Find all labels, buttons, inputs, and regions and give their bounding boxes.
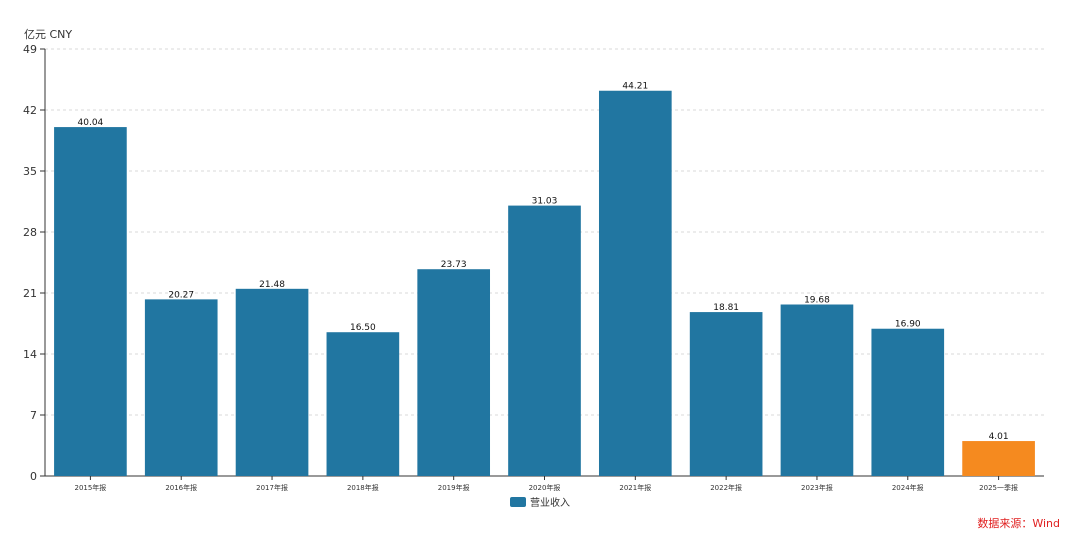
y-axis-unit: 亿元 CNY bbox=[24, 28, 72, 41]
data-label: 16.50 bbox=[350, 323, 376, 333]
data-label: 19.68 bbox=[804, 296, 830, 306]
x-category-label: 2021年报 bbox=[619, 483, 651, 492]
x-category-label: 2019年报 bbox=[438, 483, 470, 492]
x-category-label: 2025一季报 bbox=[979, 483, 1018, 492]
y-tick-label: 7 bbox=[30, 409, 37, 422]
y-tick-label: 49 bbox=[23, 43, 37, 56]
data-label: 40.04 bbox=[78, 118, 104, 128]
x-category-label: 2022年报 bbox=[710, 483, 742, 492]
data-label: 44.21 bbox=[622, 82, 648, 92]
bar[interactable] bbox=[780, 304, 854, 476]
data-label: 20.27 bbox=[168, 290, 194, 300]
data-label: 16.90 bbox=[895, 320, 921, 330]
y-tick-label: 21 bbox=[23, 287, 37, 300]
y-tick-label: 35 bbox=[23, 165, 37, 178]
legend-swatch bbox=[510, 497, 526, 507]
bar[interactable] bbox=[871, 328, 945, 476]
bar[interactable] bbox=[689, 312, 763, 476]
y-tick-label: 0 bbox=[30, 470, 37, 483]
bar[interactable] bbox=[144, 299, 218, 476]
data-label: 18.81 bbox=[713, 303, 739, 313]
x-category-label: 2018年报 bbox=[347, 483, 379, 492]
x-category-label: 2024年报 bbox=[892, 483, 924, 492]
x-axis-categories: 2015年报 2016年报 2017年报 2018年报 2019年报 2020年报 2021… bbox=[74, 476, 1018, 492]
y-tick-label: 28 bbox=[23, 226, 37, 239]
bar[interactable] bbox=[54, 127, 127, 476]
x-category-label: 2016年报 bbox=[165, 483, 197, 492]
y-tick-label: 14 bbox=[23, 348, 37, 361]
bar[interactable] bbox=[962, 441, 1035, 476]
y-tick-label: 42 bbox=[23, 104, 37, 117]
x-category-label: 2015年报 bbox=[74, 483, 106, 492]
bar[interactable] bbox=[235, 288, 309, 476]
bar[interactable] bbox=[417, 269, 491, 476]
legend-label: 营业收入 bbox=[530, 496, 570, 509]
data-label: 23.73 bbox=[441, 260, 467, 270]
bar[interactable] bbox=[598, 90, 672, 477]
data-label: 31.03 bbox=[532, 197, 558, 207]
bars bbox=[54, 90, 1035, 477]
data-label: 4.01 bbox=[989, 432, 1009, 442]
data-label: 21.48 bbox=[259, 280, 285, 290]
bar[interactable] bbox=[508, 205, 581, 477]
x-category-label: 2023年报 bbox=[801, 483, 833, 492]
x-category-label: 2017年报 bbox=[256, 483, 288, 492]
bar[interactable] bbox=[326, 332, 400, 476]
x-category-label: 2020年报 bbox=[529, 483, 561, 492]
data-labels: 40.04 20.27 21.48 16.50 23.73 31.03 44.21 18.81… bbox=[78, 82, 1009, 442]
legend: 营业收入 bbox=[510, 496, 570, 509]
data-source: 数据来源：Wind bbox=[977, 516, 1060, 530]
y-axis-ticks: 0 7 14 21 28 35 42 49 bbox=[23, 43, 45, 483]
